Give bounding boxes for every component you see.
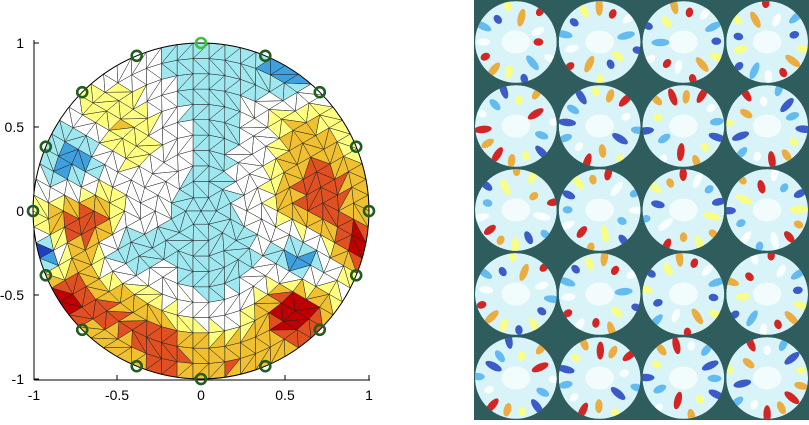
reconstruction-tiles (475, 1, 808, 419)
x-tick-label: -0.5 (105, 387, 129, 403)
reconstruction-disc (642, 1, 725, 83)
reconstruction-disc (475, 1, 557, 83)
reconstruction-disc (475, 337, 557, 419)
reconstruction-disc (642, 337, 725, 419)
electrode-marker (130, 359, 143, 373)
reconstruction-grid (474, 0, 809, 420)
reconstruction-disc (642, 169, 725, 251)
electrode-marker (349, 140, 363, 153)
electrode-marker (362, 204, 376, 218)
y-tick-label: 0.5 (5, 119, 25, 135)
x-tick-label: 0.5 (275, 387, 295, 403)
electrode-marker (75, 85, 89, 99)
domain-boundary (32, 42, 370, 380)
reconstruction-disc (558, 1, 641, 83)
electrode-marker (349, 268, 363, 282)
reconstruction-disc (726, 1, 808, 83)
electrode-marker (313, 323, 327, 337)
reconstruction-disc (726, 337, 808, 419)
reconstruction-disc (558, 253, 641, 335)
reconstruction-disc (475, 85, 557, 167)
electrode-ring (26, 36, 376, 386)
y-tick-label: -1 (12, 371, 25, 387)
electrode-marker (194, 36, 208, 50)
electrode-marker (258, 359, 272, 373)
x-tick-label: 1 (365, 387, 373, 403)
reconstruction-disc (726, 169, 808, 251)
y-tick-label: -0.5 (0, 287, 24, 303)
electrode-marker (194, 372, 208, 386)
y-tick-label: 1 (16, 35, 24, 51)
electrode-marker (39, 268, 53, 282)
electrode-marker (75, 323, 89, 337)
reconstruction-disc (475, 169, 557, 251)
reconstruction-disc (642, 85, 725, 167)
reconstruction-disc (475, 253, 557, 335)
triangle-mesh (33, 43, 369, 379)
reconstruction-disc (726, 85, 808, 167)
electrode-marker (130, 49, 143, 63)
electrode-marker (258, 49, 272, 63)
electrode-marker (313, 85, 327, 99)
reconstruction-disc (726, 253, 808, 335)
fem-mesh-plot: 1 0.5 0 -0.5 -1 -1 -0.5 0 0.5 1 (0, 35, 376, 403)
reconstruction-disc (558, 85, 641, 167)
reconstruction-disc (558, 337, 641, 419)
x-tick-label: 0 (197, 387, 205, 403)
electrode-marker (26, 204, 40, 218)
electrode-marker (39, 140, 53, 153)
x-tick-label: -1 (28, 387, 41, 403)
y-tick-label: 0 (16, 203, 24, 219)
reconstruction-disc (558, 169, 641, 251)
plot-axes: 1 0.5 0 -0.5 -1 -1 -0.5 0 0.5 1 (0, 35, 373, 403)
reconstruction-disc (642, 253, 725, 335)
